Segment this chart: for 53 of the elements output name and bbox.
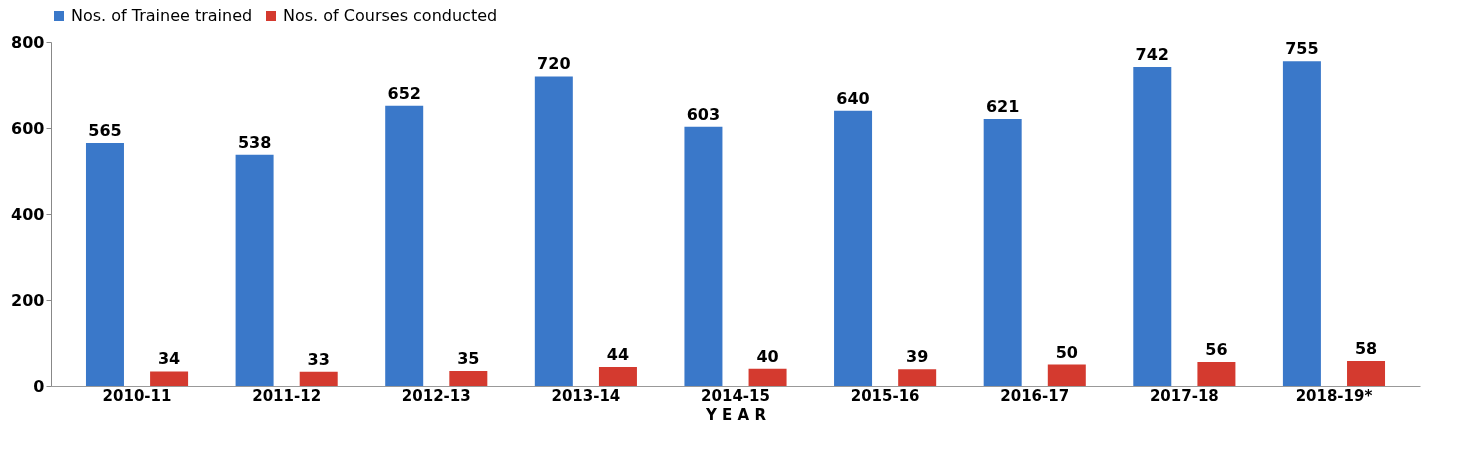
data-label: 538: [237, 132, 272, 152]
data-label: 652: [387, 83, 421, 103]
x-tick-label: 2017-18: [1149, 386, 1219, 405]
bar: [1133, 66, 1172, 386]
data-label: 603: [686, 104, 721, 124]
data-label: 58: [1354, 339, 1378, 359]
data-label: 35: [457, 348, 480, 368]
data-label: 755: [1285, 39, 1319, 59]
bar: [1347, 361, 1386, 386]
x-tick-label: 2014-15: [701, 386, 770, 405]
x-tick-label: 2015-16: [850, 386, 920, 405]
bar: [299, 371, 338, 386]
y-tick-label: 800: [11, 32, 45, 52]
bar: [983, 118, 1022, 386]
data-label: 40: [756, 346, 779, 366]
bar: [534, 76, 573, 386]
bar: [385, 105, 424, 386]
bar: [748, 368, 787, 386]
legend-label: Nos. of Courses conducted: [283, 6, 498, 25]
bar: [1047, 364, 1086, 386]
data-label: 44: [606, 345, 630, 365]
bar: [449, 370, 488, 386]
data-label: 50: [1055, 342, 1078, 362]
bar: [235, 154, 274, 386]
x-tick-label: 2018-19*: [1295, 386, 1373, 405]
bar: [1197, 361, 1236, 386]
y-tick-label: 600: [11, 118, 45, 138]
data-label: 34: [157, 349, 181, 369]
y-tick-label: 200: [11, 290, 45, 310]
x-tick-label: 2016-17: [1000, 386, 1070, 405]
bar: [898, 369, 937, 386]
data-label: 640: [836, 88, 870, 108]
x-axis-title: Y E A R: [705, 405, 767, 424]
bar: [684, 126, 723, 386]
data-label: 565: [88, 121, 122, 141]
y-tick-label: 0: [33, 376, 45, 396]
data-label: 56: [1205, 339, 1228, 359]
bar: [85, 143, 124, 386]
data-label: 33: [307, 349, 330, 369]
bar: [598, 367, 637, 386]
legend-label: Nos. of Trainee trained: [71, 6, 253, 25]
x-tick-label: 2013-14: [551, 386, 621, 405]
bar: [834, 110, 873, 386]
y-tick-label: 400: [11, 204, 45, 224]
data-label: 720: [537, 54, 571, 74]
x-tick-label: 2011-12: [252, 386, 322, 405]
data-label: 39: [906, 347, 929, 367]
x-tick-label: 2010-11: [102, 386, 172, 405]
data-label: 621: [985, 96, 1020, 116]
bar: [1282, 61, 1321, 386]
data-label: 742: [1135, 44, 1169, 64]
bar: [150, 371, 189, 386]
x-tick-label: 2012-13: [401, 386, 471, 405]
